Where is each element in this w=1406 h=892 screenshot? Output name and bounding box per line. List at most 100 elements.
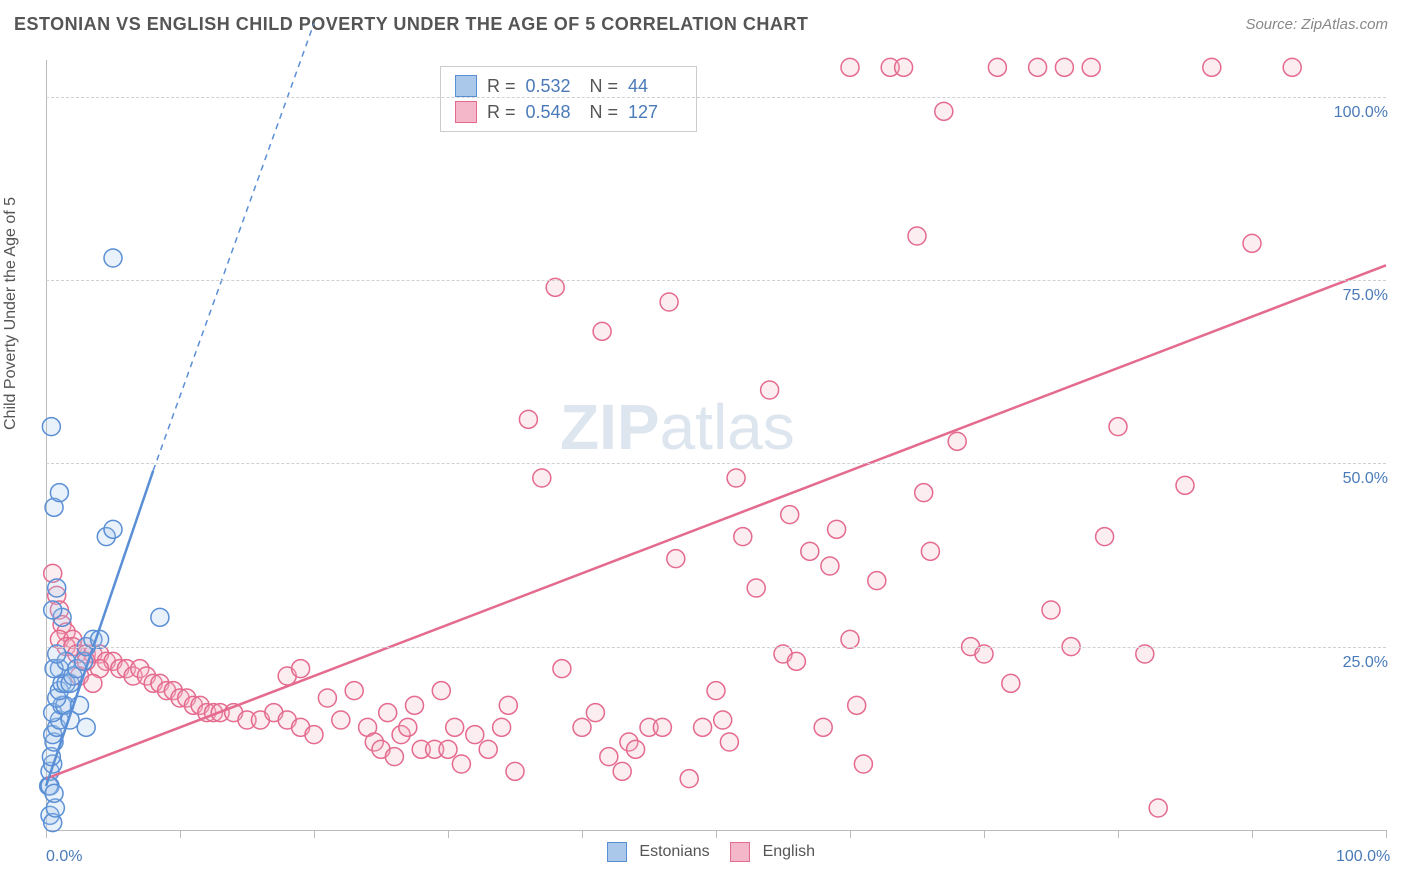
data-point bbox=[45, 784, 63, 802]
data-point bbox=[1149, 799, 1167, 817]
legend-n-label: N = bbox=[590, 99, 619, 125]
x-tick bbox=[1252, 830, 1253, 838]
x-tick bbox=[314, 830, 315, 838]
x-tick bbox=[716, 830, 717, 838]
data-point bbox=[573, 718, 591, 736]
data-point bbox=[781, 506, 799, 524]
data-point bbox=[1042, 601, 1060, 619]
data-point bbox=[432, 682, 450, 700]
data-point bbox=[77, 718, 95, 736]
data-point bbox=[948, 432, 966, 450]
data-point bbox=[841, 630, 859, 648]
y-axis-label: Child Poverty Under the Age of 5 bbox=[2, 197, 20, 430]
legend-row-estonians: R = 0.532 N = 44 bbox=[455, 73, 682, 99]
legend-swatch-english bbox=[455, 101, 477, 123]
legend-n-value: 127 bbox=[628, 99, 682, 125]
data-point bbox=[48, 645, 66, 663]
data-point bbox=[466, 726, 484, 744]
chart-title: ESTONIAN VS ENGLISH CHILD POVERTY UNDER … bbox=[14, 14, 808, 35]
trend-line bbox=[46, 265, 1386, 778]
data-point bbox=[1243, 234, 1261, 252]
data-point bbox=[935, 102, 953, 120]
legend-swatch-estonians-b bbox=[607, 842, 627, 862]
data-point bbox=[1002, 674, 1020, 692]
x-tick-label: 100.0% bbox=[1336, 848, 1390, 866]
data-point bbox=[787, 652, 805, 670]
data-point bbox=[439, 740, 457, 758]
x-tick bbox=[46, 830, 47, 838]
data-point bbox=[1109, 418, 1127, 436]
legend-n-value: 44 bbox=[628, 73, 682, 99]
y-tick-label: 100.0% bbox=[1334, 104, 1388, 122]
data-point bbox=[446, 718, 464, 736]
data-point bbox=[48, 579, 66, 597]
x-tick bbox=[180, 830, 181, 838]
data-point bbox=[915, 484, 933, 502]
gridline-h bbox=[46, 647, 1386, 648]
data-point bbox=[151, 608, 169, 626]
data-point bbox=[1203, 58, 1221, 76]
data-point bbox=[975, 645, 993, 663]
data-point bbox=[84, 674, 102, 692]
data-point bbox=[42, 418, 60, 436]
data-point bbox=[506, 762, 524, 780]
data-point bbox=[714, 711, 732, 729]
data-point bbox=[318, 689, 336, 707]
x-tick bbox=[448, 830, 449, 838]
x-tick bbox=[984, 830, 985, 838]
legend-label-estonians: Estonians bbox=[639, 843, 709, 860]
data-point bbox=[821, 557, 839, 575]
data-point bbox=[519, 410, 537, 428]
legend-swatch-english-b bbox=[730, 842, 750, 862]
y-tick-label: 25.0% bbox=[1343, 654, 1388, 672]
data-point bbox=[613, 762, 631, 780]
data-point bbox=[848, 696, 866, 714]
data-point bbox=[533, 469, 551, 487]
legend-swatch-estonians bbox=[455, 75, 477, 97]
data-point bbox=[895, 58, 913, 76]
gridline-h bbox=[46, 463, 1386, 464]
data-point bbox=[44, 601, 62, 619]
data-point bbox=[104, 520, 122, 538]
gridline-h bbox=[46, 97, 1386, 98]
data-point bbox=[479, 740, 497, 758]
data-point bbox=[680, 770, 698, 788]
data-point bbox=[553, 660, 571, 678]
x-tick bbox=[1386, 830, 1387, 838]
data-point bbox=[499, 696, 517, 714]
legend-label-english: English bbox=[763, 843, 815, 860]
data-point bbox=[292, 660, 310, 678]
data-point bbox=[1283, 58, 1301, 76]
series-legend: Estonians English bbox=[0, 842, 1406, 862]
data-point bbox=[801, 542, 819, 560]
data-point bbox=[727, 469, 745, 487]
y-tick-label: 75.0% bbox=[1343, 287, 1388, 305]
data-point bbox=[379, 704, 397, 722]
data-point bbox=[600, 748, 618, 766]
legend-row-english: R = 0.548 N = 127 bbox=[455, 99, 682, 125]
data-point bbox=[627, 740, 645, 758]
data-point bbox=[921, 542, 939, 560]
trend-line bbox=[153, 23, 314, 470]
data-point bbox=[493, 718, 511, 736]
data-point bbox=[660, 293, 678, 311]
correlation-legend: R = 0.532 N = 44 R = 0.548 N = 127 bbox=[440, 66, 697, 132]
data-point bbox=[399, 718, 417, 736]
data-point bbox=[586, 704, 604, 722]
data-point bbox=[653, 718, 671, 736]
data-point bbox=[332, 711, 350, 729]
data-point bbox=[841, 58, 859, 76]
data-point bbox=[385, 748, 403, 766]
data-point bbox=[593, 322, 611, 340]
data-point bbox=[1176, 476, 1194, 494]
y-tick-label: 50.0% bbox=[1343, 470, 1388, 488]
legend-r-value: 0.548 bbox=[526, 99, 580, 125]
data-point bbox=[305, 726, 323, 744]
data-point bbox=[828, 520, 846, 538]
x-tick bbox=[850, 830, 851, 838]
data-point bbox=[814, 718, 832, 736]
data-point bbox=[1055, 58, 1073, 76]
data-point bbox=[546, 278, 564, 296]
data-point bbox=[50, 484, 68, 502]
data-point bbox=[452, 755, 470, 773]
